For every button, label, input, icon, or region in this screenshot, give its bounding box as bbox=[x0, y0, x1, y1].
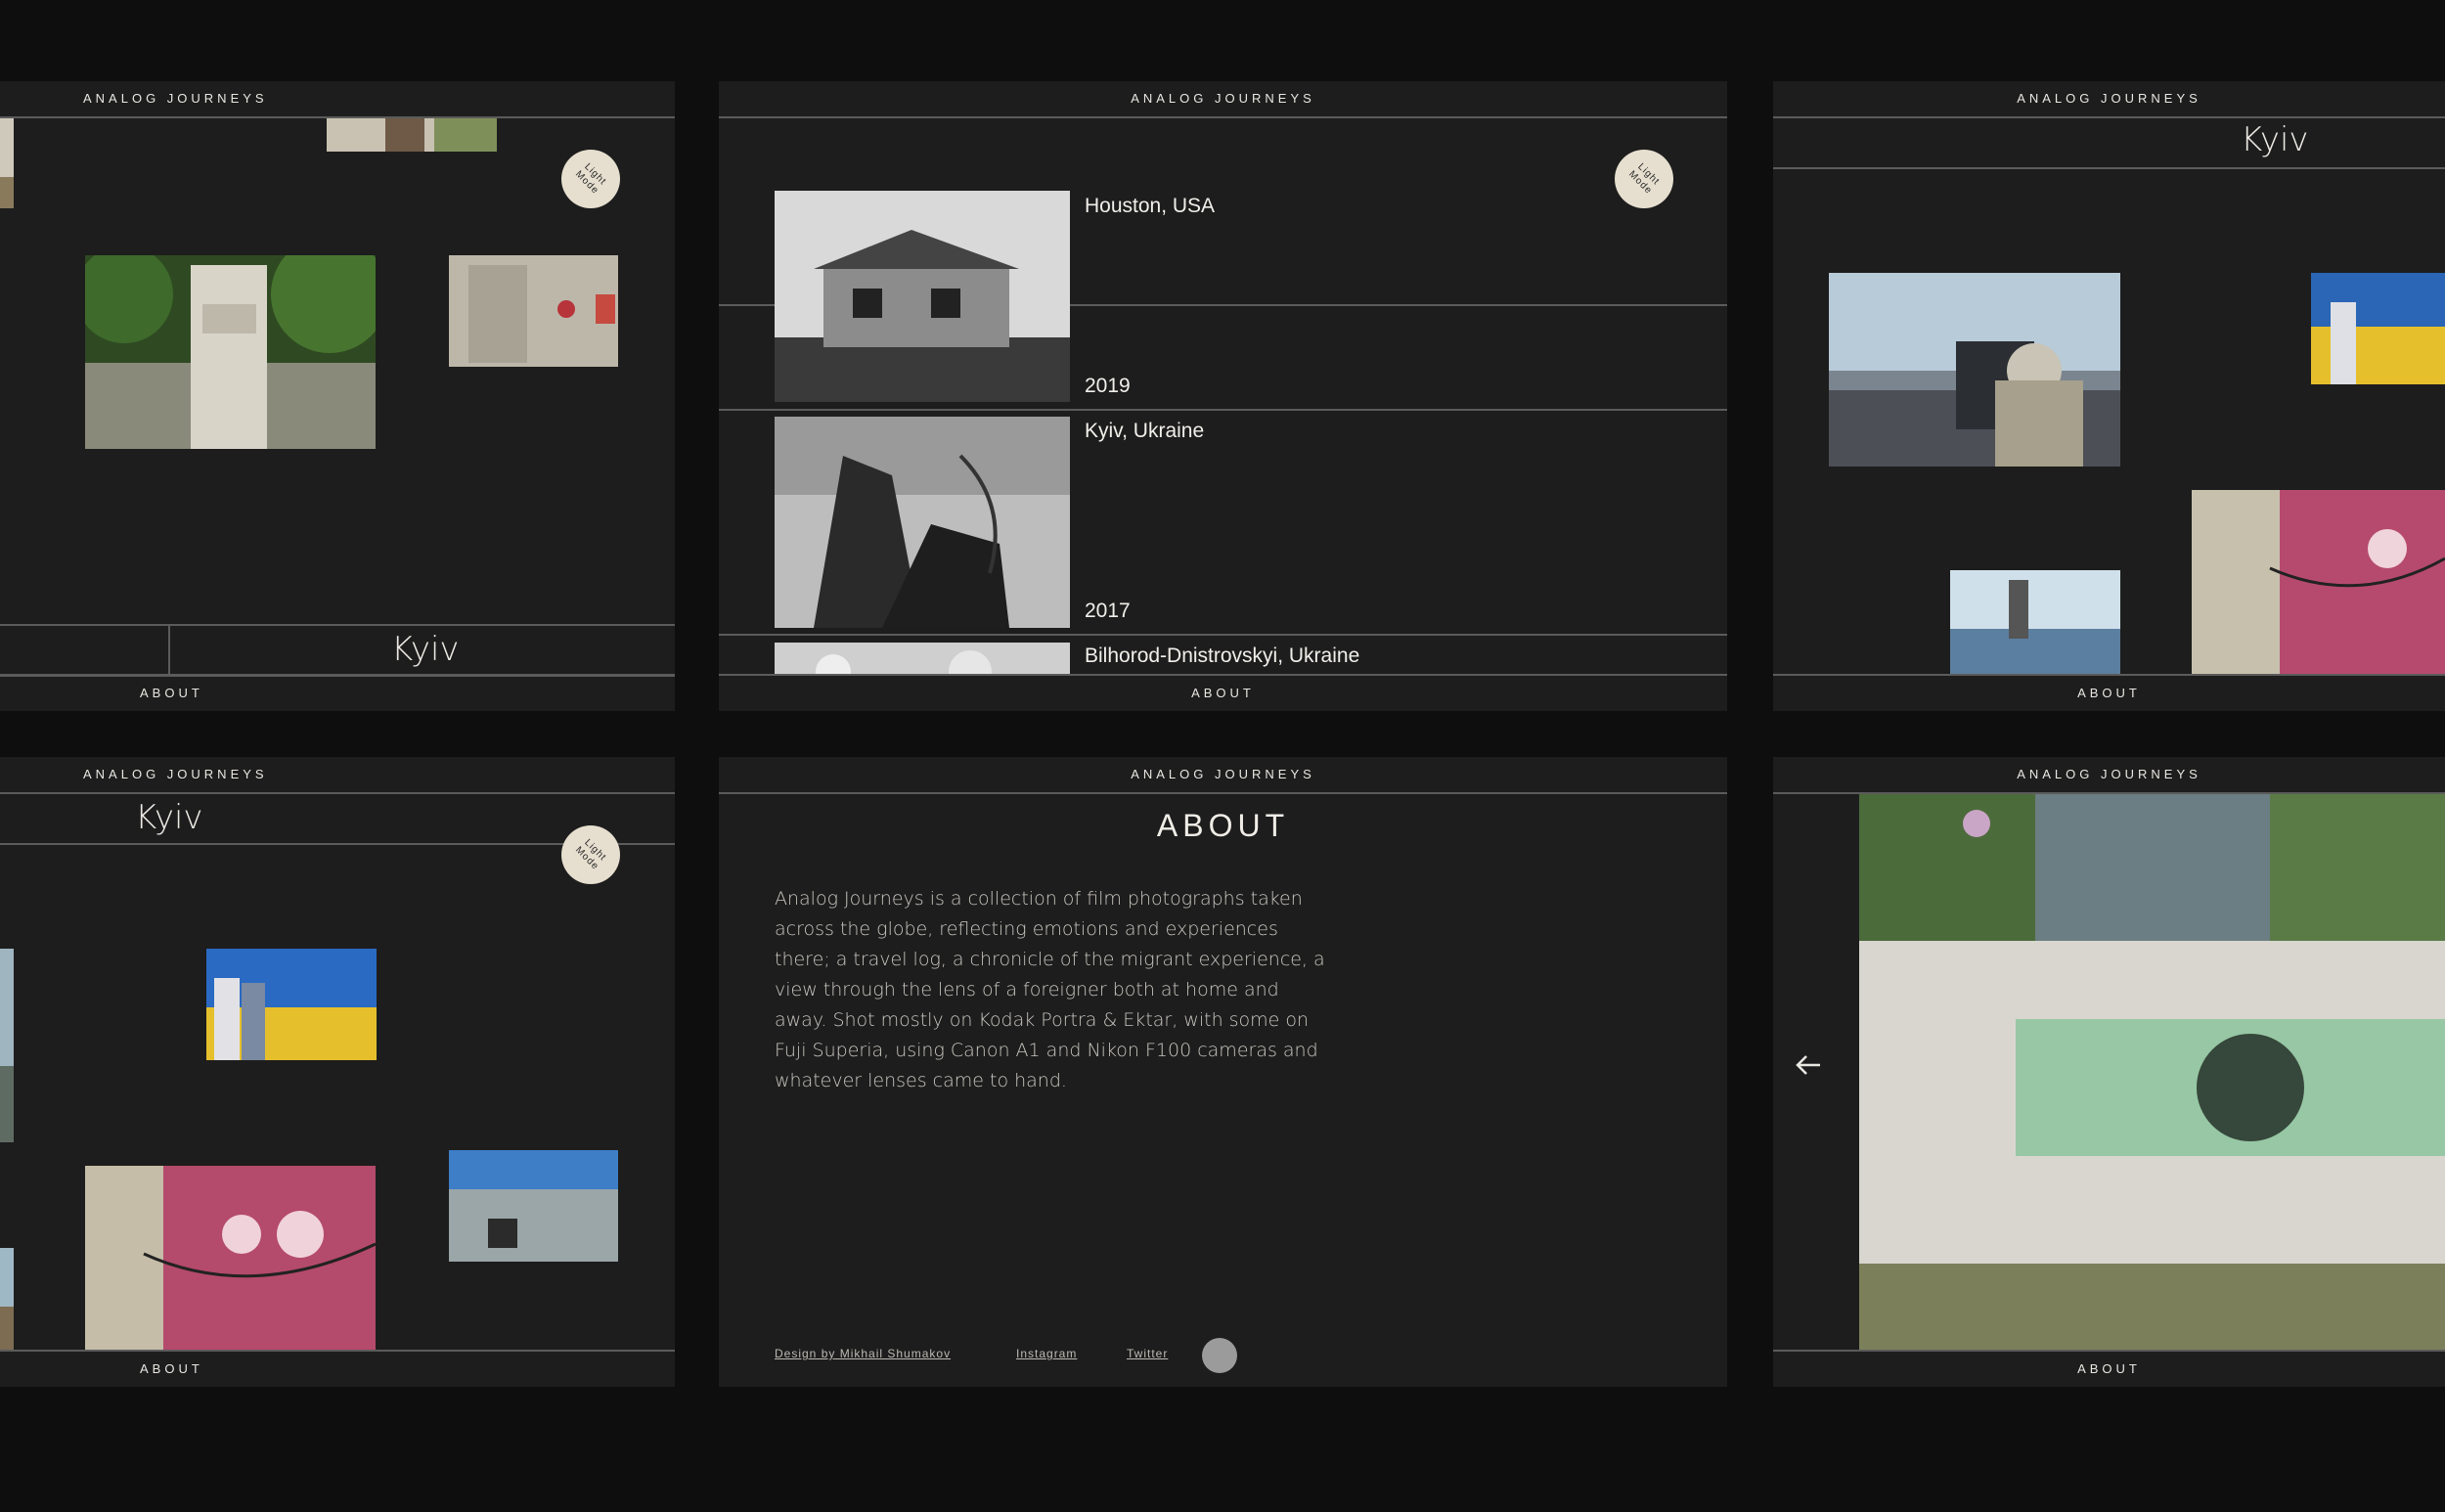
gallery-panel-kyiv-bottom-left: ANALOG JOURNEYS Kyiv Light Mode ABOUT bbox=[0, 757, 675, 1387]
site-header: ANALOG JOURNEYS bbox=[719, 81, 1727, 118]
title-divider bbox=[168, 626, 170, 675]
site-header: ANALOG JOURNEYS bbox=[0, 757, 675, 794]
row-divider bbox=[719, 634, 1727, 636]
photo-thumbnail[interactable] bbox=[2311, 273, 2445, 384]
site-header: ANALOG JOURNEYS bbox=[719, 757, 1727, 794]
photo-thumbnail[interactable] bbox=[449, 255, 618, 367]
about-description: Analog Journeys is a collection of film … bbox=[775, 888, 1325, 1091]
trip-photo[interactable] bbox=[775, 417, 1070, 628]
city-title: Kyiv bbox=[2241, 120, 2309, 159]
site-footer: ABOUT bbox=[1773, 1350, 2445, 1387]
city-title-bar: Kyiv bbox=[1773, 118, 2445, 169]
light-mode-toggle[interactable]: Light Mode bbox=[561, 825, 620, 884]
photo-thumbnail[interactable] bbox=[327, 118, 497, 152]
trip-location[interactable]: Houston, USA bbox=[1085, 195, 1216, 217]
trip-row-houston[interactable] bbox=[719, 116, 1727, 402]
designer-credit-link[interactable]: Design by Mikhail Shumakov bbox=[775, 1347, 952, 1360]
brand-logo[interactable]: ANALOG JOURNEYS bbox=[2017, 767, 2201, 781]
brand-logo[interactable]: ANALOG JOURNEYS bbox=[1131, 91, 1315, 106]
about-link[interactable]: ABOUT bbox=[140, 1361, 203, 1376]
light-mode-toggle[interactable]: Light Mode bbox=[561, 150, 620, 208]
arrow-left-icon[interactable] bbox=[1793, 1048, 1824, 1090]
trip-photo[interactable] bbox=[775, 191, 1070, 402]
city-title: Kyiv bbox=[135, 798, 203, 837]
photo-thumbnail[interactable] bbox=[449, 1150, 618, 1262]
trip-year: 2017 bbox=[1085, 600, 1131, 622]
instagram-link[interactable]: Instagram bbox=[1016, 1347, 1078, 1360]
gallery-panel-kyiv-top-left: ANALOG JOURNEYS Light Mode Kyiv ABOUT bbox=[0, 81, 675, 711]
site-footer: ABOUT bbox=[0, 1350, 675, 1387]
photo-thumbnail[interactable] bbox=[1950, 570, 2120, 676]
photo-thumbnail[interactable] bbox=[1829, 273, 2120, 467]
photo-thumbnail[interactable] bbox=[85, 255, 376, 449]
site-footer: ABOUT bbox=[0, 674, 675, 711]
brand-logo[interactable]: ANALOG JOURNEYS bbox=[1131, 767, 1315, 781]
brand-logo[interactable]: ANALOG JOURNEYS bbox=[83, 91, 268, 106]
photo-thumbnail[interactable] bbox=[0, 949, 14, 1142]
brand-logo[interactable]: ANALOG JOURNEYS bbox=[2017, 91, 2201, 106]
city-title-bar: Kyiv bbox=[0, 794, 675, 845]
photo-thumbnail[interactable] bbox=[0, 118, 14, 208]
photo-viewer-panel: ANALOG JOURNEYS ABOUT bbox=[1773, 757, 2445, 1387]
featured-photo[interactable] bbox=[1859, 794, 2445, 1350]
city-title-bar: Kyiv bbox=[0, 624, 675, 677]
about-title: ABOUT bbox=[1156, 808, 1290, 843]
about-panel: ANALOG JOURNEYS ABOUT Analog Journeys is… bbox=[719, 757, 1727, 1387]
twitter-link[interactable]: Twitter bbox=[1127, 1347, 1169, 1360]
gallery-panel-kyiv-top-right: ANALOG JOURNEYS Kyiv bbox=[1773, 81, 2445, 711]
about-link[interactable]: ABOUT bbox=[140, 686, 203, 700]
site-footer: ABOUT bbox=[1773, 674, 2445, 711]
site-header: ANALOG JOURNEYS bbox=[0, 81, 675, 118]
about-link[interactable]: ABOUT bbox=[2077, 686, 2141, 700]
light-mode-toggle[interactable]: Light Mode bbox=[1615, 150, 1673, 208]
toggle-label: Light Mode bbox=[572, 837, 608, 873]
photo-thumbnail[interactable] bbox=[2192, 490, 2445, 676]
site-footer: ABOUT bbox=[719, 674, 1727, 711]
trip-location[interactable]: Bilhorod-Dnistrovskyi, Ukraine bbox=[1085, 645, 1360, 667]
trip-photo[interactable] bbox=[775, 643, 1070, 676]
about-link[interactable]: ABOUT bbox=[1191, 686, 1255, 700]
row-divider bbox=[719, 409, 1727, 411]
site-header: ANALOG JOURNEYS bbox=[1773, 757, 2445, 794]
brand-logo[interactable]: ANALOG JOURNEYS bbox=[83, 767, 268, 781]
theme-dot-toggle[interactable] bbox=[1202, 1338, 1237, 1373]
photo-thumbnail[interactable] bbox=[206, 949, 377, 1060]
trips-list-panel: ANALOG JOURNEYS Light Mode Houston, USA … bbox=[719, 81, 1727, 711]
city-title: Kyiv bbox=[391, 630, 460, 669]
photo-thumbnail[interactable] bbox=[0, 1248, 14, 1352]
trip-year: 2019 bbox=[1085, 375, 1131, 397]
about-link[interactable]: ABOUT bbox=[2077, 1361, 2141, 1376]
photo-thumbnail[interactable] bbox=[85, 1166, 376, 1352]
toggle-label: Light Mode bbox=[572, 161, 608, 198]
site-header: ANALOG JOURNEYS bbox=[1773, 81, 2445, 118]
trip-location[interactable]: Kyiv, Ukraine bbox=[1085, 420, 1205, 442]
